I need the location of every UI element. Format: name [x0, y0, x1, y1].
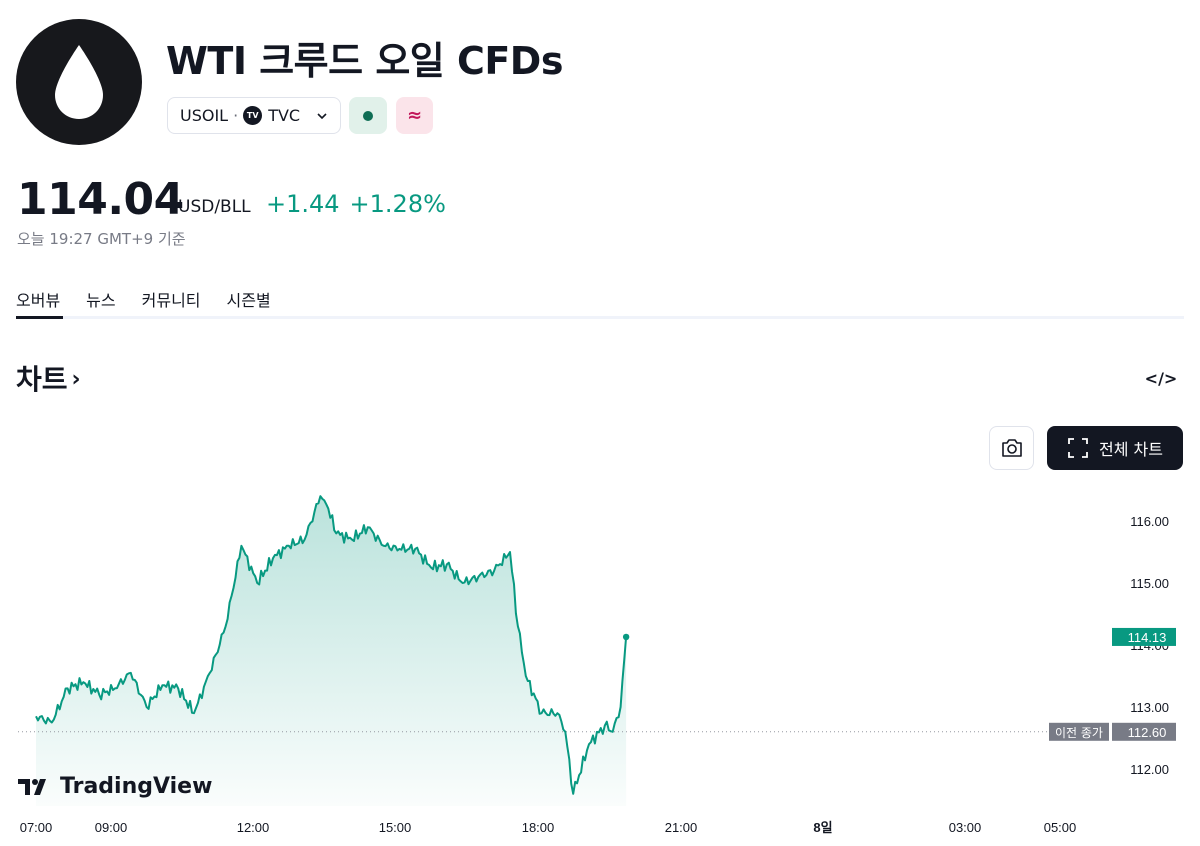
y-tick-label: 113.00 [1130, 700, 1169, 715]
full-chart-label: 전체 차트 [1099, 440, 1163, 459]
x-tick-label: 09:00 [95, 820, 128, 835]
last-price-label: 114.13 [1128, 630, 1167, 645]
y-tick-label: 116.00 [1130, 514, 1169, 529]
chevron-right-icon: › [71, 366, 81, 392]
tvc-exchange-icon: TV [243, 106, 263, 125]
change-absolute: +1.44 [266, 190, 340, 218]
fullscreen-icon [1068, 438, 1088, 458]
price-area-fill [36, 496, 627, 806]
x-tick-label: 03:00 [949, 820, 982, 835]
chevron-down-icon [317, 113, 327, 120]
y-tick-label: 112.00 [1130, 762, 1169, 777]
screenshot-button[interactable] [989, 426, 1034, 470]
tab-community[interactable]: 커뮤니티 [141, 291, 201, 310]
symbol-title: WTI 크루드 오일 CFDs [166, 39, 563, 83]
x-tick-label: 12:00 [237, 820, 270, 835]
chart-section-link[interactable]: 차트 › [16, 358, 81, 398]
symbol-code: USOIL [180, 106, 229, 125]
embed-code-button[interactable]: </> [1144, 368, 1178, 388]
y-tick-label: 115.00 [1130, 576, 1169, 591]
tab-seasonals[interactable]: 시즌별 [226, 291, 271, 310]
quote-timestamp: 오늘 19:27 GMT+9 기준 [17, 230, 186, 248]
x-tick-label: 15:00 [379, 820, 412, 835]
watermark-text: TradingView [60, 774, 213, 799]
tabs-divider [16, 316, 1184, 319]
price-currency: USD/BLL [178, 197, 251, 217]
x-tick-label: 18:00 [522, 820, 555, 835]
tab-overview[interactable]: 오버뷰 [16, 291, 61, 310]
last-price: 114.04 [17, 174, 184, 225]
active-tab-indicator [16, 316, 63, 319]
separator-dot: · [233, 106, 239, 125]
camera-icon [1001, 439, 1022, 457]
symbol-logo [16, 19, 142, 145]
x-tick-label: 8일 [813, 820, 832, 835]
price-change: +1.44 +1.28% [266, 190, 446, 218]
section-tabs: 오버뷰 뉴스 커뮤니티 시즌별 [16, 287, 297, 324]
tradingview-watermark: TradingView [18, 774, 212, 799]
prev-close-tag: 이전 종가 [1055, 726, 1103, 740]
oil-drop-icon [55, 45, 103, 119]
prev-close-tag-bg [1049, 722, 1109, 741]
x-tick-label: 07:00 [20, 820, 53, 835]
tab-news[interactable]: 뉴스 [86, 291, 116, 310]
market-open-dot-icon [363, 110, 373, 121]
x-tick-label: 21:00 [665, 820, 698, 835]
change-percent: +1.28% [349, 190, 446, 218]
price-series-line [35, 495, 628, 795]
exchange-name: TVC [268, 106, 301, 125]
market-status-badge[interactable] [349, 97, 387, 134]
prev-close-value: 112.60 [1128, 725, 1167, 740]
chart-heading-title: 차트 [16, 363, 68, 396]
full-chart-button[interactable]: 전체 차트 [1047, 426, 1183, 470]
symbol-exchange-selector[interactable]: USOIL · TV TVC [167, 97, 341, 134]
delayed-data-badge[interactable]: ≈ [396, 97, 433, 134]
x-tick-label: 05:00 [1044, 820, 1077, 835]
tradingview-logo-icon [18, 778, 46, 795]
prev-close-value-bg [1112, 722, 1176, 741]
last-price-point [622, 633, 630, 641]
last-price-label-bg [1112, 627, 1176, 646]
